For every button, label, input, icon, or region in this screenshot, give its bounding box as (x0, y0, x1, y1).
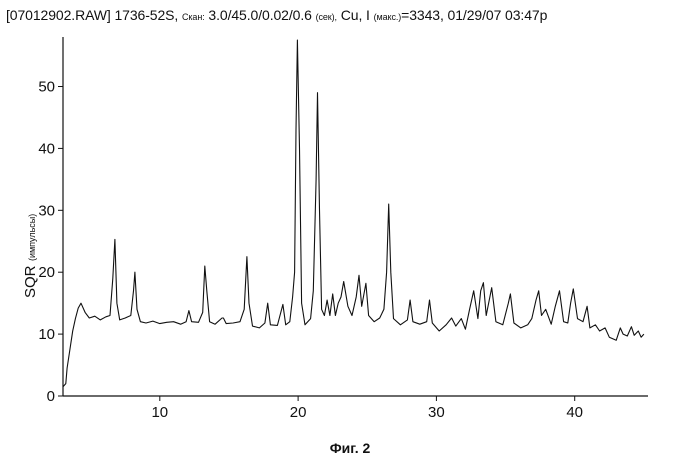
y-tick-label: 50 (38, 79, 55, 96)
x-tick-label: 10 (151, 404, 168, 421)
y-tick-label: 40 (38, 140, 55, 157)
diffraction-pattern-line (63, 40, 644, 387)
x-tick-label: 30 (428, 404, 445, 421)
x-tick-label: 40 (566, 404, 583, 421)
x-tick-label: 20 (290, 404, 307, 421)
y-tick-label: 0 (47, 388, 55, 405)
y-tick-label: 10 (38, 326, 55, 343)
y-tick-label: 20 (38, 264, 55, 281)
series-group (63, 40, 644, 387)
y-tick-label: 30 (38, 202, 55, 219)
axis-ticks: 0 10 20 30 40 50 10 20 30 40 (38, 79, 583, 421)
figure-caption: Фиг. 2 (0, 440, 700, 456)
